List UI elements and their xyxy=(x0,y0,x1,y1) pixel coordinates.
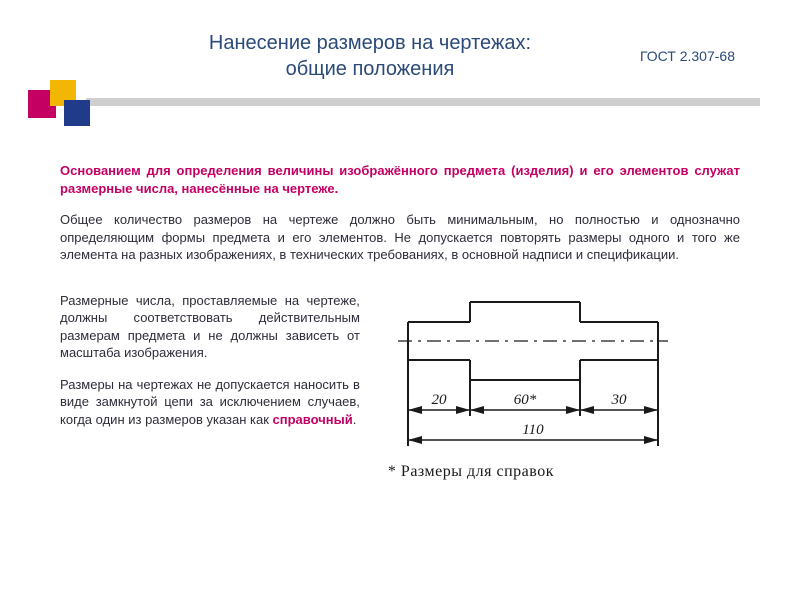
gost-label: ГОСТ 2.307-68 xyxy=(640,48,740,64)
reference-word: справочный xyxy=(273,412,353,427)
svg-text:60*: 60* xyxy=(514,392,537,408)
title-line-2: общие положения xyxy=(286,58,455,80)
drawing-footnote: * Размеры для справок xyxy=(388,463,740,481)
svg-text:110: 110 xyxy=(522,422,544,438)
paragraph-4-c: . xyxy=(353,412,357,427)
paragraph-4: Размеры на чертежах не допускается нанос… xyxy=(60,376,360,429)
svg-text:20: 20 xyxy=(431,392,447,408)
decor-bar xyxy=(86,98,760,106)
paragraph-2: Общее количество размеров на чертеже дол… xyxy=(60,211,740,264)
svg-text:30: 30 xyxy=(610,392,627,408)
decor-squares xyxy=(28,80,98,130)
title-line-1: Нанесение размеров на чертежах: xyxy=(209,32,531,54)
dimension-drawing: 20 60* 30 110 xyxy=(388,292,688,457)
lead-paragraph: Основанием для определения величины изоб… xyxy=(60,162,740,197)
paragraph-3: Размерные числа, проставляемые на чертеж… xyxy=(60,292,360,362)
page-title: Нанесение размеров на чертежах: общие по… xyxy=(60,30,640,82)
